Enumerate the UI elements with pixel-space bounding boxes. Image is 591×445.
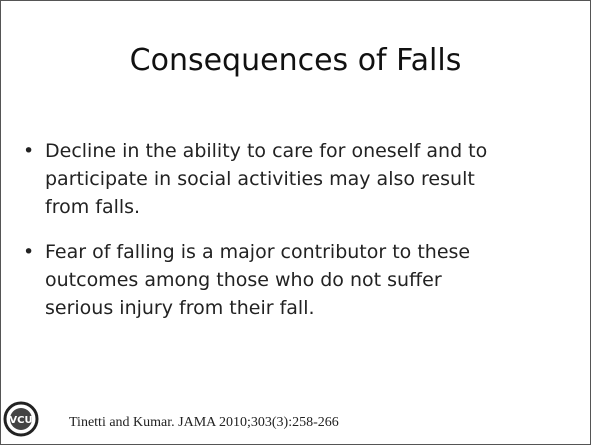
bullet-line: Decline in the ability to care for onese… — [45, 140, 488, 162]
bullet-line: outcomes among those who do not suffer — [45, 269, 442, 291]
slide-title: Consequences of Falls — [129, 43, 462, 78]
logo-text: VCU — [9, 415, 32, 426]
citation: Tinetti and Kumar. JAMA 2010;303(3):258-… — [69, 415, 339, 430]
bullet-line: serious injury from their fall. — [45, 297, 315, 319]
bullet-line: Fear of falling is a major contributor t… — [45, 241, 471, 263]
bullet-line: participate in social activities may als… — [45, 168, 475, 190]
bullet-marker: • — [23, 241, 35, 263]
logo: VCU — [3, 401, 39, 437]
bullet: • Decline in the ability to care for ones… — [23, 137, 575, 221]
bullet-line: from falls. — [45, 196, 141, 218]
bullet-marker: • — [23, 140, 35, 162]
logo-core — [10, 408, 32, 430]
bullet: • Fear of falling is a major contributor … — [23, 238, 575, 322]
